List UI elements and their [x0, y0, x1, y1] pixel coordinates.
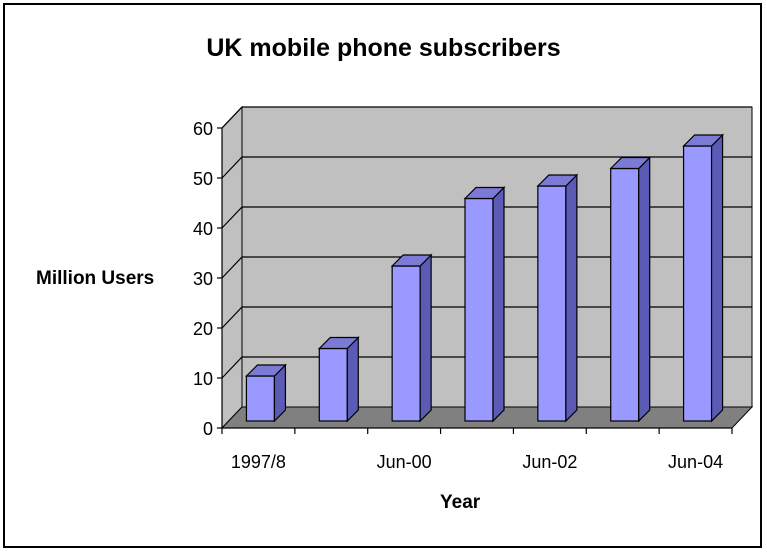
x-tick-labels: 1997/8 Jun-00 Jun-02 Jun-04	[231, 452, 723, 472]
bar	[317, 336, 360, 423]
gridline	[221, 356, 752, 379]
bar-side	[565, 173, 578, 423]
y-tick-label: 40	[193, 219, 213, 239]
chart-title: UK mobile phone subscribers	[206, 34, 561, 62]
gridline	[221, 256, 752, 279]
bar	[390, 253, 433, 423]
bar-side	[346, 336, 359, 423]
bar	[244, 363, 287, 423]
x-tick-label: Jun-00	[377, 452, 432, 472]
gridline	[221, 156, 752, 179]
bar-side	[638, 156, 651, 423]
y-tick-label: 30	[193, 269, 213, 289]
bar-top	[682, 134, 725, 147]
bar-top	[390, 254, 433, 267]
bar-front	[682, 145, 713, 422]
y-tick-labels: 0 10 20 30 40 50 60	[193, 119, 213, 439]
gridline	[221, 206, 752, 229]
bar-front	[537, 185, 567, 422]
bar-top	[317, 336, 360, 350]
gridlines	[221, 106, 752, 379]
gridline	[221, 306, 752, 329]
bar-front	[318, 347, 348, 422]
bar-front	[245, 375, 276, 422]
bar-top	[244, 364, 287, 377]
y-tick-label: 60	[193, 119, 213, 139]
x-tick-label: Jun-02	[522, 452, 577, 472]
bar	[536, 173, 579, 423]
bar-side	[419, 253, 432, 423]
bars	[244, 133, 725, 423]
y-tick-label: 10	[193, 369, 213, 389]
gridline	[221, 106, 752, 129]
y-tick-label: 20	[193, 319, 213, 339]
bar	[609, 156, 652, 423]
y-axis-label: Million Users	[36, 268, 155, 289]
bar-top	[609, 156, 652, 170]
y-tick-label: 0	[203, 419, 213, 439]
bar	[682, 133, 725, 423]
bar-side	[492, 186, 505, 423]
axes	[217, 127, 733, 434]
bar-front	[464, 197, 494, 422]
x-tick-label: 1997/8	[231, 452, 286, 472]
bar-front	[610, 167, 640, 422]
bar-top	[536, 174, 579, 187]
bar	[463, 186, 506, 423]
y-tick-label: 50	[193, 169, 213, 189]
bar-front	[391, 265, 421, 422]
x-axis-label: Year	[440, 492, 481, 513]
bar-top	[463, 186, 506, 200]
bar-side	[710, 133, 724, 423]
x-tick-label: Jun-04	[668, 452, 723, 472]
